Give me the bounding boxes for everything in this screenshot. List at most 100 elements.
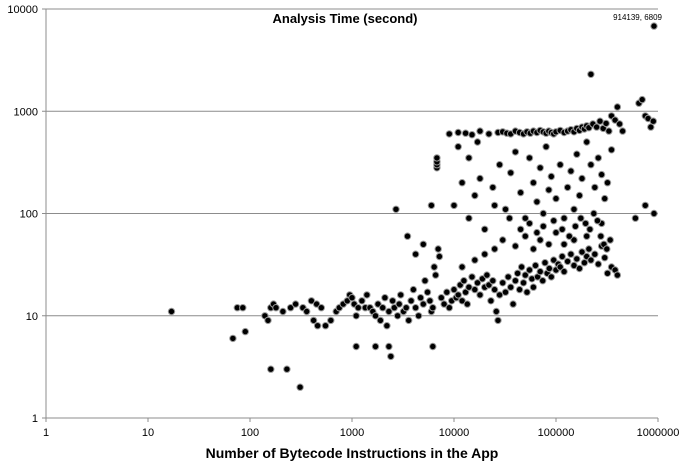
data-point bbox=[272, 304, 280, 312]
data-point bbox=[556, 263, 564, 271]
data-point bbox=[313, 322, 322, 330]
data-point bbox=[411, 304, 420, 312]
data-point bbox=[529, 179, 538, 187]
data-point bbox=[509, 300, 517, 308]
data-point bbox=[607, 146, 616, 154]
data-point bbox=[354, 304, 362, 312]
chart-title: Analysis Time (second) bbox=[273, 11, 418, 26]
data-point bbox=[476, 174, 484, 183]
data-point bbox=[435, 252, 444, 261]
data-point bbox=[454, 143, 462, 151]
data-point bbox=[463, 300, 471, 308]
data-point bbox=[307, 297, 316, 305]
data-point bbox=[279, 307, 287, 316]
data-point bbox=[471, 191, 479, 200]
data-point bbox=[363, 291, 371, 299]
data-point bbox=[405, 316, 413, 325]
data-point bbox=[461, 288, 470, 296]
data-point bbox=[575, 264, 584, 273]
data-point bbox=[419, 240, 427, 249]
data-point bbox=[511, 242, 520, 250]
data-point bbox=[409, 285, 418, 294]
y-tick-label: 1 bbox=[32, 413, 38, 425]
data-point bbox=[419, 300, 427, 308]
data-point bbox=[536, 164, 544, 172]
data-point bbox=[586, 225, 594, 234]
x-tick-label: 10 bbox=[142, 427, 154, 439]
data-point bbox=[539, 222, 547, 231]
x-tick-label: 1000 bbox=[340, 427, 364, 439]
data-point bbox=[460, 277, 468, 285]
data-point bbox=[611, 116, 619, 124]
data-point bbox=[631, 214, 640, 222]
data-point bbox=[511, 277, 520, 285]
data-point bbox=[602, 119, 610, 128]
data-point bbox=[601, 194, 609, 203]
data-point bbox=[499, 279, 507, 287]
data-point bbox=[458, 179, 466, 187]
data-point bbox=[407, 297, 415, 305]
data-point bbox=[587, 256, 595, 264]
data-point bbox=[501, 205, 510, 214]
data-point bbox=[523, 288, 531, 296]
y-tick-label: 1000 bbox=[14, 106, 38, 118]
data-point bbox=[580, 259, 589, 267]
data-point bbox=[426, 297, 434, 305]
data-point bbox=[583, 138, 591, 146]
data-point bbox=[597, 232, 605, 240]
data-point bbox=[489, 183, 497, 192]
data-point bbox=[385, 342, 393, 351]
data-point bbox=[495, 161, 504, 169]
data-point bbox=[650, 22, 658, 30]
y-tick-label: 10 bbox=[26, 311, 38, 323]
data-point bbox=[241, 327, 250, 336]
data-point bbox=[560, 214, 568, 222]
data-point bbox=[421, 277, 429, 285]
data-points bbox=[167, 22, 658, 391]
data-point bbox=[283, 365, 291, 373]
data-point bbox=[601, 254, 609, 262]
data-point bbox=[499, 236, 507, 244]
data-point bbox=[558, 252, 566, 261]
data-point bbox=[423, 288, 432, 296]
data-point bbox=[594, 260, 602, 268]
data-point bbox=[395, 300, 403, 308]
data-point bbox=[352, 342, 360, 351]
data-point bbox=[492, 307, 500, 316]
data-point bbox=[571, 222, 580, 231]
point-annotation: 914139, 6809 bbox=[613, 13, 662, 22]
data-point bbox=[552, 228, 560, 237]
data-point bbox=[618, 127, 627, 135]
data-point bbox=[291, 300, 300, 308]
data-point bbox=[352, 312, 360, 320]
data-point bbox=[443, 288, 451, 296]
grid-lines bbox=[46, 8, 658, 317]
data-point bbox=[495, 291, 504, 299]
data-point bbox=[570, 236, 578, 244]
data-point bbox=[358, 297, 366, 305]
x-tick-label: 10000 bbox=[439, 427, 470, 439]
data-point bbox=[411, 250, 420, 258]
data-point bbox=[317, 304, 325, 312]
data-point bbox=[465, 214, 473, 222]
data-point bbox=[379, 304, 387, 312]
data-point bbox=[392, 205, 400, 214]
data-point bbox=[583, 232, 591, 240]
data-point bbox=[613, 103, 622, 111]
data-point bbox=[539, 209, 547, 218]
data-point bbox=[536, 267, 544, 276]
data-point bbox=[461, 129, 470, 137]
data-point bbox=[483, 271, 491, 279]
data-point bbox=[481, 250, 489, 258]
data-point bbox=[650, 209, 658, 218]
data-point bbox=[490, 201, 499, 210]
data-point bbox=[606, 236, 614, 244]
data-point bbox=[519, 279, 528, 287]
data-point bbox=[529, 245, 538, 253]
data-point bbox=[239, 304, 247, 312]
data-point bbox=[429, 342, 437, 351]
data-point bbox=[371, 312, 380, 320]
data-point bbox=[560, 267, 568, 276]
data-point bbox=[581, 219, 590, 228]
data-point bbox=[590, 209, 598, 218]
